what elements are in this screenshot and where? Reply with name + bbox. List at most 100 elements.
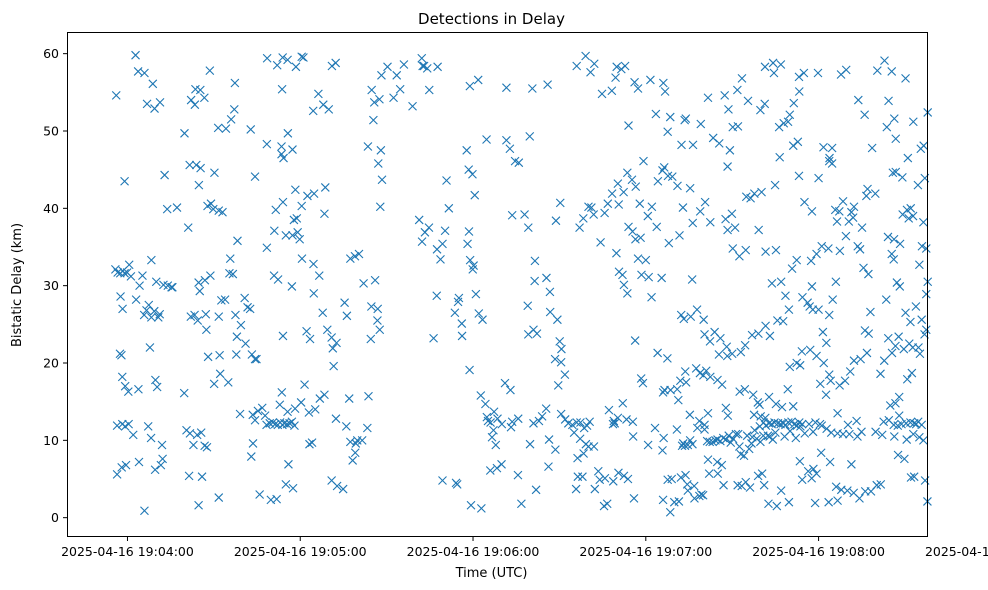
data-point xyxy=(919,141,929,151)
data-point xyxy=(279,153,288,163)
data-point xyxy=(797,475,807,485)
data-point xyxy=(199,93,209,103)
data-point xyxy=(303,191,312,201)
data-point xyxy=(262,53,272,63)
data-point xyxy=(408,101,417,111)
data-point xyxy=(210,168,219,178)
data-point xyxy=(852,416,861,426)
data-point xyxy=(555,198,565,208)
data-point xyxy=(196,163,206,173)
data-point xyxy=(733,429,743,439)
data-point xyxy=(619,471,629,481)
data-point xyxy=(859,263,868,273)
data-point xyxy=(833,496,842,506)
data-point xyxy=(283,55,292,65)
data-point xyxy=(297,254,307,263)
data-point xyxy=(277,387,287,397)
data-point xyxy=(665,112,675,122)
data-point xyxy=(525,439,535,449)
data-point xyxy=(690,493,699,503)
data-point xyxy=(677,140,686,150)
data-point xyxy=(305,334,315,344)
data-point xyxy=(223,377,233,387)
data-point xyxy=(281,231,291,240)
data-point xyxy=(700,197,710,207)
data-point xyxy=(637,270,646,280)
data-point xyxy=(749,189,759,199)
data-point xyxy=(681,470,690,480)
data-point xyxy=(609,416,619,426)
data-point xyxy=(314,271,324,280)
data-point xyxy=(140,68,149,78)
data-point xyxy=(705,437,715,447)
data-point xyxy=(589,210,599,219)
data-point xyxy=(770,418,779,427)
data-point xyxy=(142,306,151,315)
data-point xyxy=(557,344,566,354)
data-point xyxy=(465,255,475,265)
data-point xyxy=(468,169,477,179)
data-point xyxy=(470,190,480,200)
data-point xyxy=(309,289,319,298)
data-point xyxy=(827,143,837,153)
data-point xyxy=(506,422,516,432)
data-point xyxy=(529,418,538,428)
data-point xyxy=(270,419,280,429)
data-point xyxy=(527,84,537,93)
data-point xyxy=(816,448,826,458)
data-point xyxy=(737,74,747,83)
data-point xyxy=(291,62,301,72)
data-point xyxy=(206,271,215,280)
data-point xyxy=(283,407,292,417)
data-point xyxy=(768,435,778,444)
data-point xyxy=(534,416,544,426)
data-point xyxy=(146,433,156,443)
data-point xyxy=(692,305,702,315)
data-point xyxy=(350,448,360,458)
data-point xyxy=(921,325,931,335)
data-point xyxy=(331,414,341,424)
data-point xyxy=(465,81,475,91)
data-point xyxy=(419,61,429,71)
data-point xyxy=(523,301,533,311)
data-point xyxy=(663,353,672,363)
data-point xyxy=(688,439,697,449)
data-point xyxy=(351,439,361,448)
data-point xyxy=(811,418,820,427)
data-point xyxy=(663,127,673,137)
data-point xyxy=(639,156,648,166)
data-point xyxy=(233,236,242,246)
data-point xyxy=(340,298,349,308)
data-point xyxy=(770,428,780,437)
data-point xyxy=(906,317,915,327)
data-point xyxy=(324,104,334,114)
data-point xyxy=(551,216,561,226)
data-point xyxy=(553,315,562,325)
data-point xyxy=(481,399,490,409)
data-point xyxy=(332,338,341,348)
data-point xyxy=(572,418,582,427)
data-point xyxy=(744,444,754,454)
data-point xyxy=(831,277,841,287)
data-point xyxy=(299,53,308,62)
data-point xyxy=(679,314,689,324)
data-point xyxy=(784,497,794,507)
data-point xyxy=(530,256,540,266)
data-point xyxy=(895,282,905,291)
data-point xyxy=(699,370,708,380)
data-point xyxy=(824,497,834,507)
data-point xyxy=(232,332,242,342)
data-point xyxy=(622,415,631,424)
data-point xyxy=(760,99,770,109)
data-point xyxy=(604,405,614,415)
data-point xyxy=(817,241,827,251)
data-point xyxy=(556,357,566,367)
data-point xyxy=(342,311,352,321)
data-point xyxy=(672,384,682,394)
data-point xyxy=(768,58,778,68)
data-point xyxy=(825,153,834,163)
data-point xyxy=(876,369,885,379)
data-point xyxy=(631,182,641,192)
data-point xyxy=(320,390,329,400)
data-point xyxy=(745,483,755,492)
